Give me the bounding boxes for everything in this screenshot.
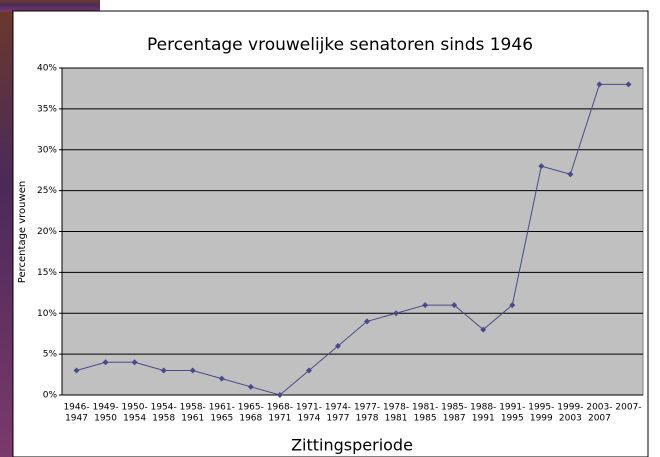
x-tick-label: 1947: [65, 414, 88, 424]
x-axis-title: Zittingsperiode: [291, 436, 413, 455]
x-tick-label: 1968: [239, 414, 262, 424]
y-tick-label: 20%: [37, 227, 57, 237]
x-tick-label: 1991: [472, 414, 495, 424]
x-tick-label: 1946-: [63, 403, 89, 413]
y-tick-label: 35%: [37, 104, 57, 114]
x-tick-label: 1977-: [354, 403, 380, 413]
x-tick-label: 1965-: [238, 403, 264, 413]
chart: Percentage vrouwelijke senatoren sinds 1…: [0, 0, 660, 457]
y-tick-label: 25%: [37, 186, 57, 196]
x-tick-label: 1981-: [412, 403, 438, 413]
x-tick-label: 1961: [181, 414, 204, 424]
x-tick-label: 1999-: [557, 403, 583, 413]
x-tick-label: 2007: [588, 414, 611, 424]
x-tick-label: 1988-: [470, 403, 496, 413]
x-tick-label: 1987: [443, 414, 466, 424]
background-image: [0, 0, 100, 12]
x-tick-label: 1950-: [122, 403, 148, 413]
x-tick-label: 1985-: [441, 403, 467, 413]
x-tick-label: 1965: [210, 414, 233, 424]
x-tick-label: 1978: [356, 414, 379, 424]
x-tick-label: 1991-: [499, 403, 525, 413]
x-tick-label: 1974: [297, 414, 320, 424]
y-tick-label: 10%: [37, 309, 57, 319]
x-tick-label: 1961-: [209, 403, 235, 413]
x-tick-label: 2007-: [615, 403, 641, 413]
x-tick-label: 1958-: [180, 403, 206, 413]
x-tick-label: 1985: [414, 414, 437, 424]
x-tick-label: 2003: [559, 414, 582, 424]
y-tick-label: 0%: [43, 391, 58, 401]
x-tick-label: 1949-: [92, 403, 118, 413]
chart-title: Percentage vrouwelijke senatoren sinds 1…: [147, 35, 533, 55]
y-tick-label: 40%: [37, 64, 57, 74]
y-tick-label: 5%: [43, 350, 58, 360]
x-tick-label: 1958: [152, 414, 175, 424]
y-tick-label: 30%: [37, 145, 57, 155]
page: {"chart_data": {"type": "line", "title":…: [0, 0, 660, 457]
x-tick-label: 1978-: [383, 403, 409, 413]
x-tick-label: 1971-: [296, 403, 322, 413]
background-image: [0, 0, 14, 457]
x-tick-label: 1971: [268, 414, 291, 424]
x-tick-label: 1995: [501, 414, 524, 424]
x-tick-label: 2003-: [586, 403, 612, 413]
y-tick-label: 15%: [37, 268, 57, 278]
y-axis-title: Percentage vrouwen: [17, 181, 28, 283]
x-tick-label: 1954: [123, 414, 146, 424]
x-tick-label: 1977: [327, 414, 350, 424]
x-tick-label: 1995-: [528, 403, 554, 413]
x-tick-label: 1954-: [151, 403, 177, 413]
x-tick-label: 1981: [385, 414, 408, 424]
x-tick-label: 1950: [94, 414, 117, 424]
x-tick-label: 1968-: [267, 403, 293, 413]
x-tick-label: 1999: [530, 414, 553, 424]
x-tick-label: 1974-: [325, 403, 351, 413]
